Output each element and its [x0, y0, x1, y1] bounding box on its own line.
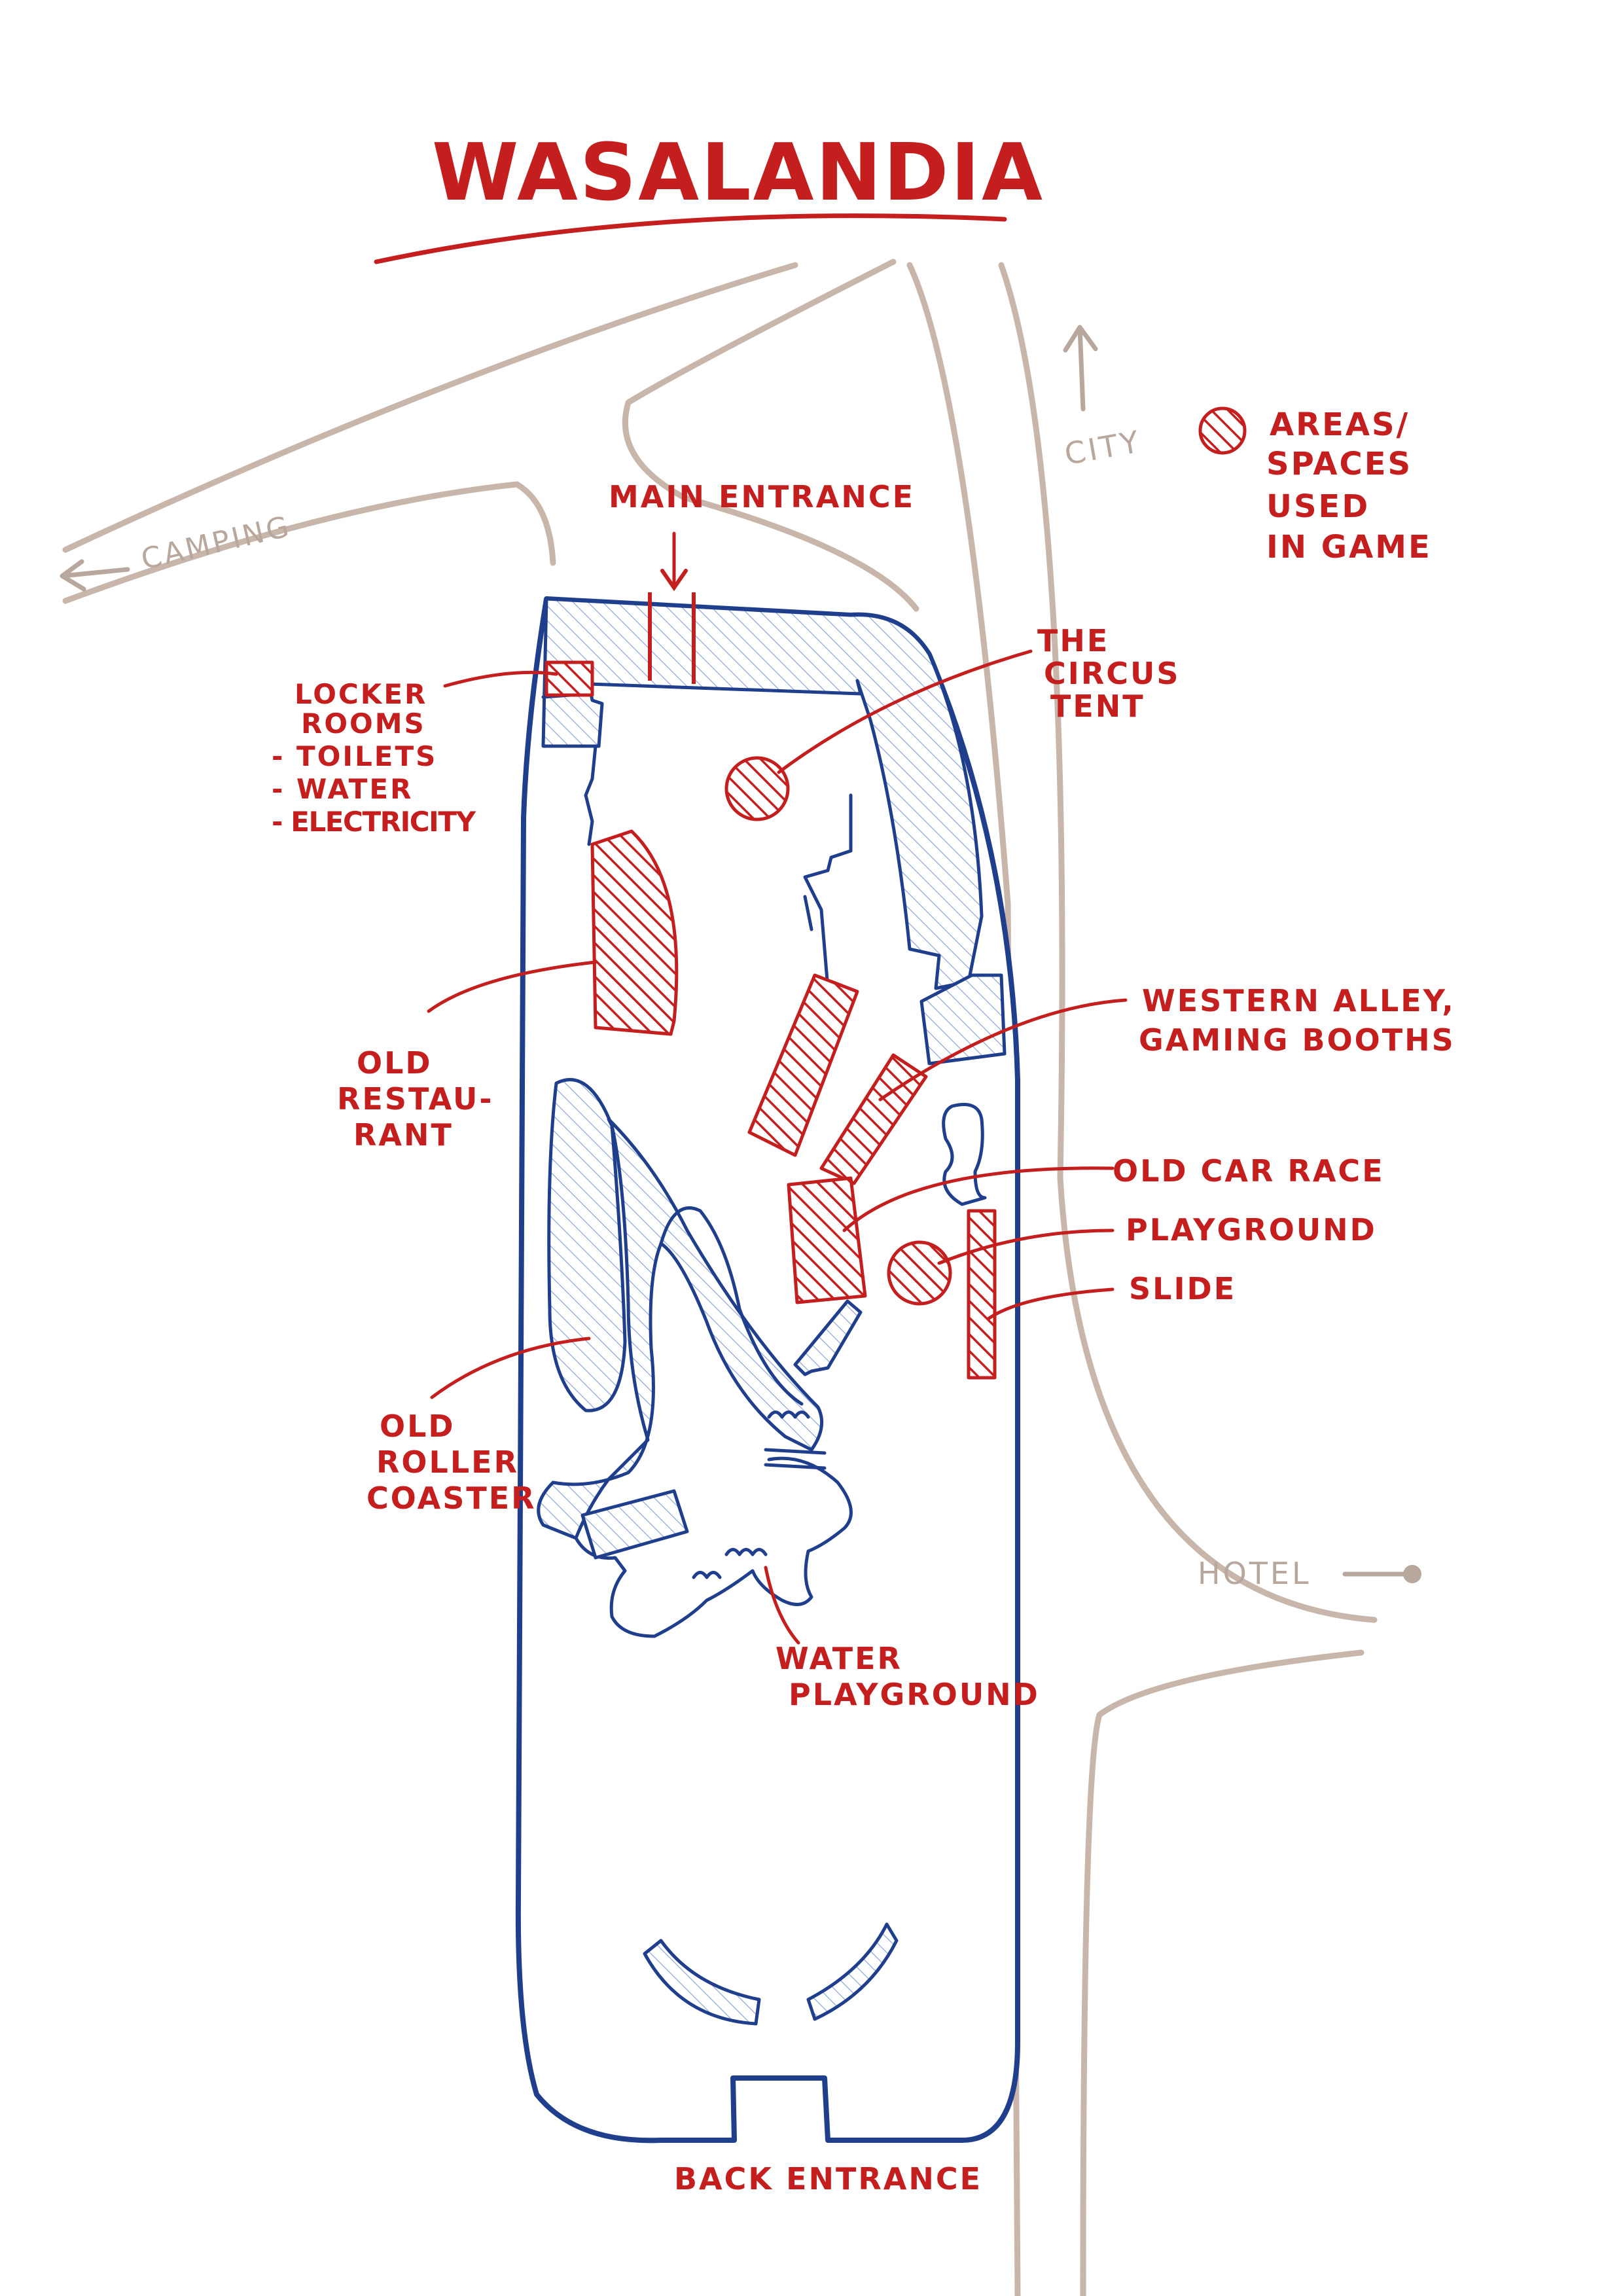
water-playground-leader: [764, 1566, 800, 1645]
svg-text:ROOMS: ROOMS: [301, 708, 426, 740]
locker-rooms-label: LOCKER ROOMS - TOILETS - WATER - ELECTRI…: [272, 678, 478, 838]
svg-text:- WATER: - WATER: [272, 773, 413, 805]
map-title: WASALANDIA: [432, 128, 1044, 219]
svg-text:PLAYGROUND: PLAYGROUND: [789, 1677, 1040, 1712]
coaster-inner-loop: [659, 1206, 804, 1406]
svg-text:LOCKER: LOCKER: [294, 678, 427, 710]
circus-tent-area: [724, 756, 790, 821]
hotel-direction: HOTEL: [1198, 1556, 1421, 1591]
water-pool-outline: [574, 1456, 853, 1638]
back-entrance-label: BACK ENTRANCE: [674, 2161, 982, 2197]
western-alley-label: WESTERN ALLEY, GAMING BOOTHS: [1139, 983, 1455, 1058]
svg-text:RESTAU-: RESTAU-: [337, 1081, 493, 1117]
west-wall: [584, 744, 597, 846]
old-car-race-label: OLD CAR RACE: [1113, 1153, 1385, 1189]
western-alley-leader: [878, 998, 1128, 1102]
svg-text:THE: THE: [1037, 623, 1109, 658]
legend: AREAS/ SPACES USED IN GAME: [1198, 406, 1432, 565]
svg-text:WATER: WATER: [776, 1641, 902, 1676]
old-restaurant-label: OLD RESTAU- RANT: [337, 1045, 493, 1153]
camping-direction: CAMPING: [60, 510, 294, 592]
svg-text:TENT: TENT: [1050, 689, 1145, 724]
water-playground: [574, 1410, 853, 1638]
city-road-left: [906, 262, 1021, 2296]
old-car-race-area: [787, 1176, 867, 1304]
arrow-up-icon: [1063, 325, 1098, 412]
slide-label: SLIDE: [1129, 1271, 1236, 1306]
svg-text:ROLLER: ROLLER: [376, 1444, 519, 1480]
circus-tent-label: THE CIRCUS TENT: [1037, 623, 1181, 724]
hotel-road-lower: [1080, 1649, 1364, 2296]
old-roller-coaster: [537, 1078, 824, 1540]
svg-text:OLD: OLD: [357, 1045, 433, 1081]
svg-text:- TOILETS: - TOILETS: [272, 740, 437, 772]
slide-leader: [986, 1287, 1115, 1321]
car-race-pond: [942, 1103, 987, 1206]
leader-lines: [427, 531, 1128, 1645]
legend-line-2: SPACES: [1266, 446, 1412, 482]
legend-line-4: IN GAME: [1266, 529, 1432, 565]
circus-leader: [777, 649, 1033, 774]
coaster-station: [793, 1299, 863, 1376]
svg-text:RANT: RANT: [353, 1117, 454, 1153]
center-wall-2: [803, 895, 813, 931]
water-bridge: [764, 1448, 827, 1470]
playground-label: PLAYGROUND: [1126, 1212, 1377, 1247]
back-entrance-building-west: [643, 1939, 761, 2026]
camping-road-lower: [62, 481, 556, 604]
city-label: CITY: [1062, 423, 1144, 472]
locker-rooms-area: [544, 660, 594, 697]
camping-road-upper: [62, 262, 798, 553]
coaster-track: [537, 1117, 824, 1540]
playground-area: [887, 1240, 952, 1306]
water-building: [580, 1489, 689, 1560]
arrow-down-icon: [660, 569, 688, 592]
roller-coaster-leader: [430, 1336, 591, 1399]
western-alley-booth-1: [747, 973, 859, 1157]
restaurant-leader: [427, 960, 597, 1013]
city-road-right: [998, 262, 1378, 1623]
water-waves-1: [724, 1548, 768, 1556]
arrow-left-icon: [60, 559, 130, 592]
city-direction: CITY: [1062, 325, 1144, 472]
old-restaurant-area: [590, 829, 679, 1036]
title-underline: [374, 213, 1007, 264]
entry-loop: [622, 259, 919, 612]
slide-area: [967, 1209, 997, 1380]
water-playground-label: WATER PLAYGROUND: [776, 1641, 1040, 1712]
hotel-label: HOTEL: [1198, 1556, 1311, 1591]
center-wall: [803, 793, 853, 1003]
svg-text:OLD: OLD: [380, 1408, 455, 1444]
svg-text:WESTERN ALLEY,: WESTERN ALLEY,: [1142, 983, 1455, 1018]
water-waves-2: [692, 1571, 722, 1579]
legend-swatch: [1198, 406, 1247, 455]
svg-text:CIRCUS: CIRCUS: [1044, 656, 1181, 691]
main-entrance-label: MAIN ENTRANCE: [609, 479, 915, 514]
entrance-building: [541, 597, 984, 990]
back-entrance-building-east: [806, 1922, 899, 2021]
car-race-leader: [842, 1166, 1115, 1232]
camping-label: CAMPING: [138, 510, 294, 577]
svg-text:- ELECTRICITY: - ELECTRICITY: [272, 806, 478, 838]
svg-text:COASTER: COASTER: [366, 1480, 537, 1516]
water-waves-3: [767, 1410, 810, 1419]
legend-line-3: USED: [1266, 488, 1370, 525]
svg-text:GAMING BOOTHS: GAMING BOOTHS: [1139, 1022, 1455, 1058]
playground-leader: [937, 1229, 1115, 1265]
old-roller-coaster-label: OLD ROLLER COASTER: [366, 1408, 537, 1516]
locker-leader: [443, 670, 558, 688]
legend-line-1: AREAS/: [1270, 406, 1410, 443]
roads: [62, 259, 1378, 2296]
